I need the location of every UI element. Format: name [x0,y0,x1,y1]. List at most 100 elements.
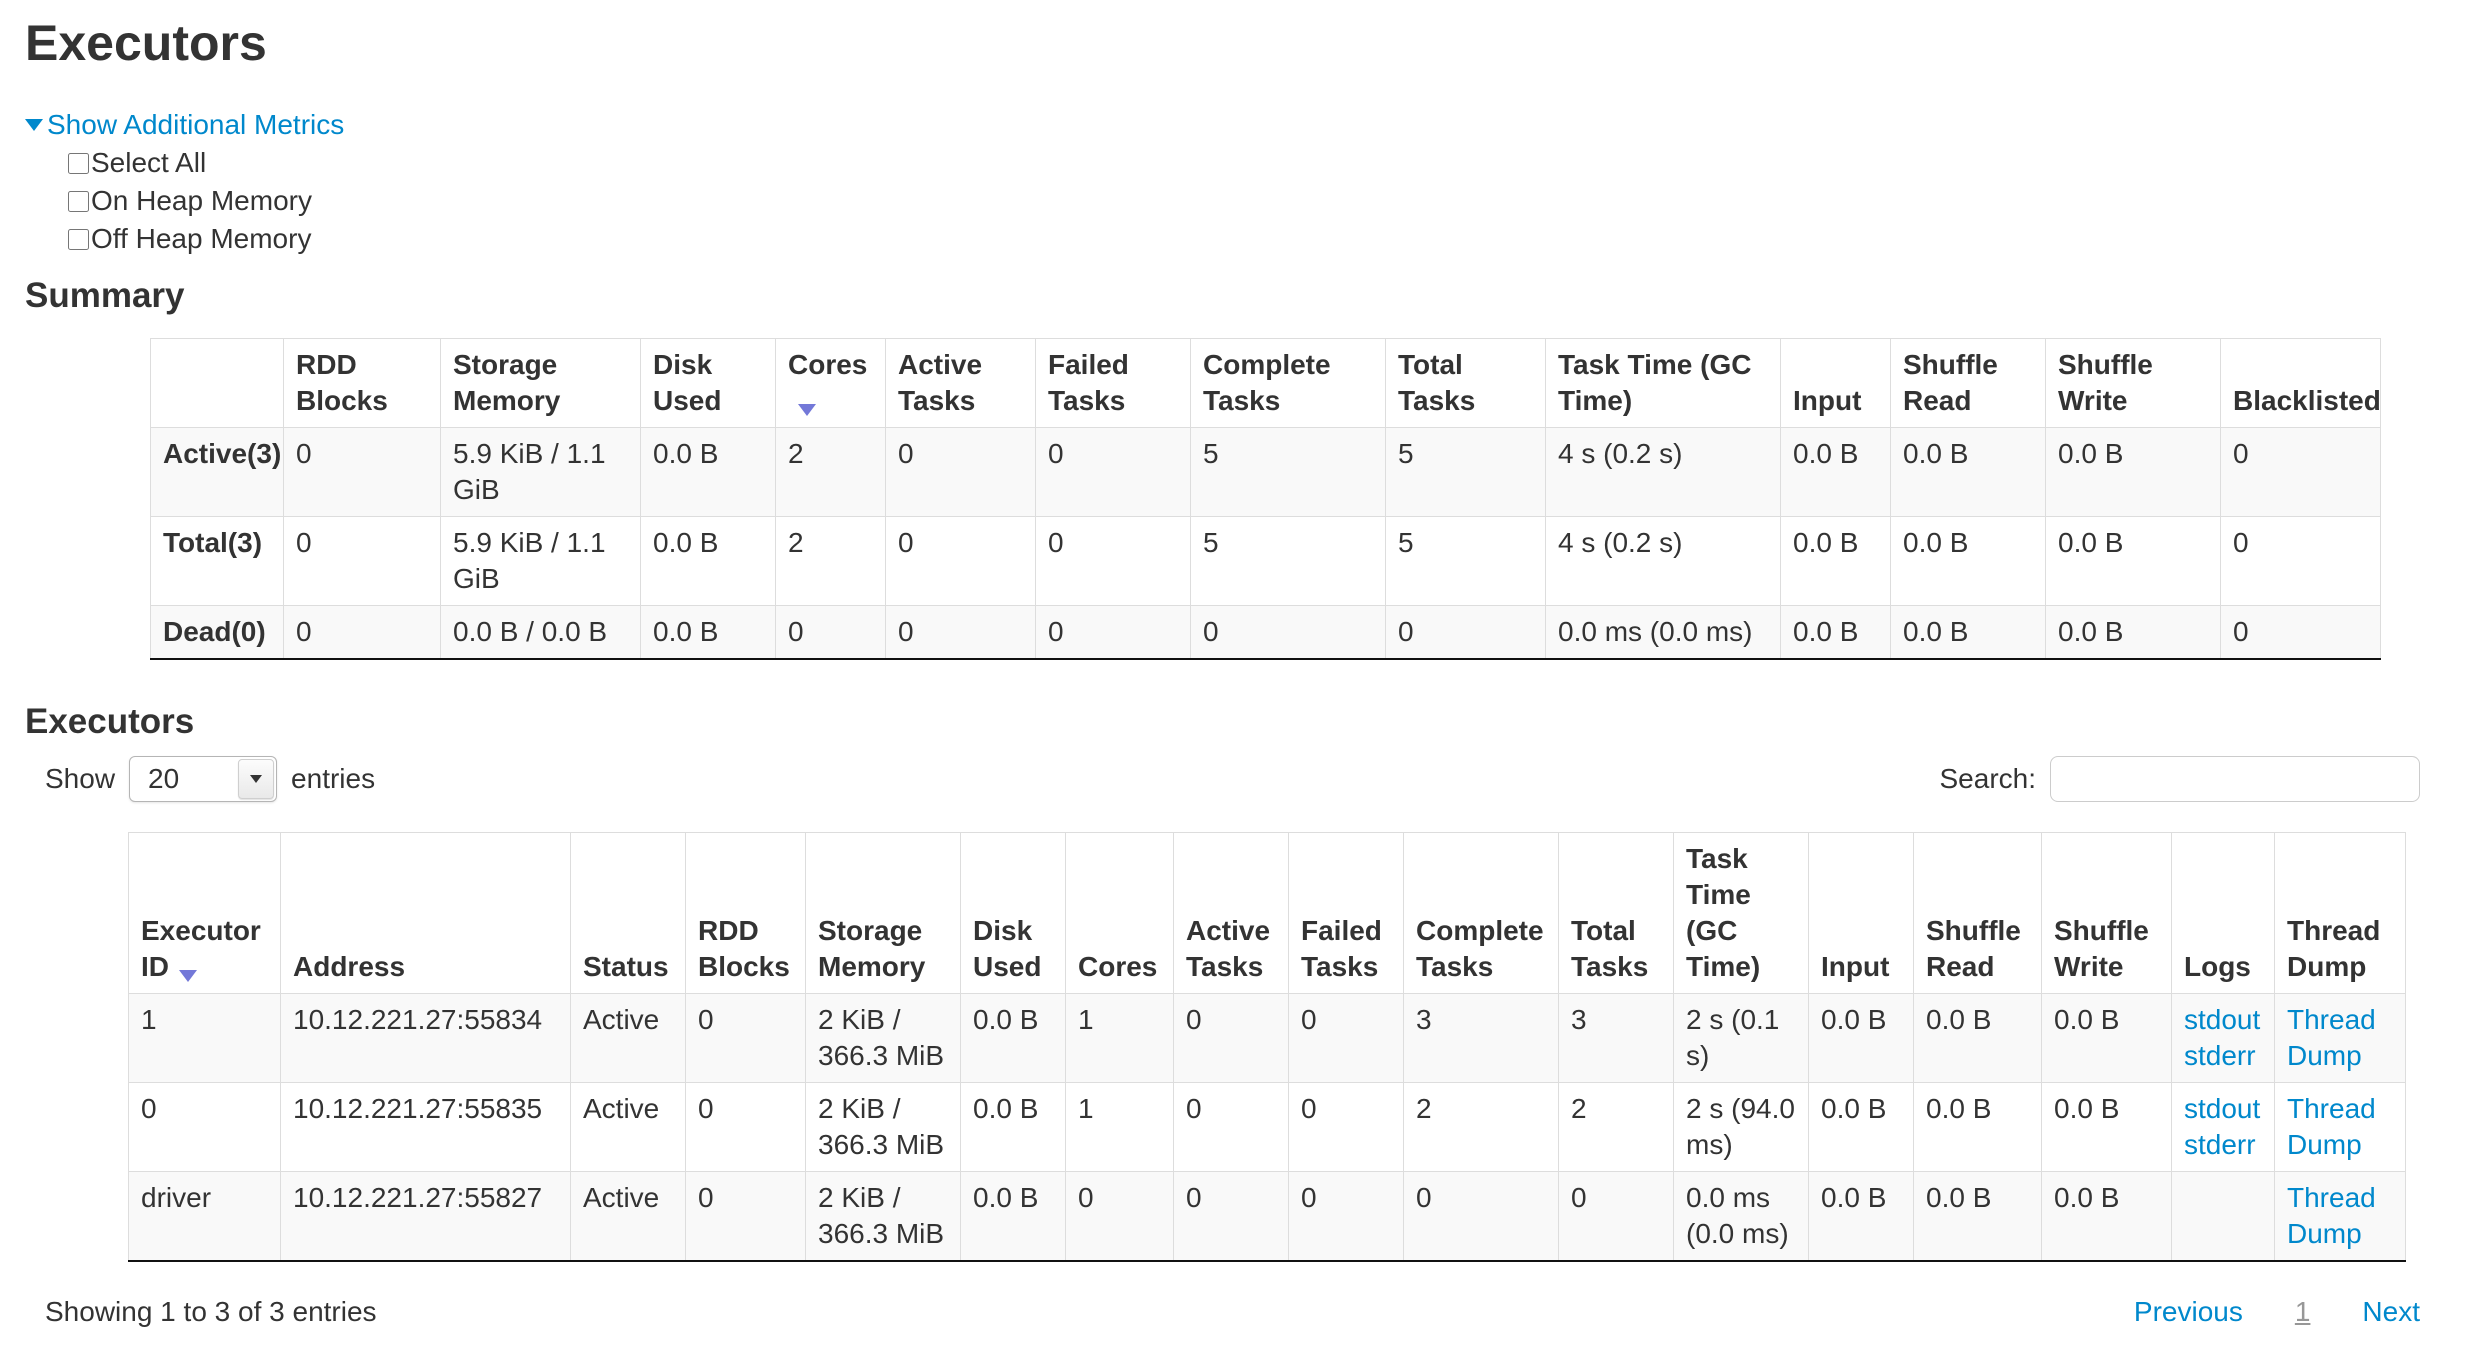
exec-cell-address: 10.12.221.27:55827 [280,1171,571,1262]
summary-cell-blacklisted: 0 [2220,516,2381,606]
summary-col-blank[interactable] [150,338,284,428]
summary-row-label: Dead(0) [150,605,284,660]
select-all-label: Select All [91,147,207,178]
stderr-log-link[interactable]: stderr [2184,1040,2256,1071]
exec-col-task-time-gc-time[interactable]: Task Time (GC Time) [1673,832,1809,994]
pagination: Previous 1 Next [2134,1296,2420,1328]
on-heap-memory-checkbox[interactable] [68,190,89,212]
summary-cell-cores: 0 [775,605,886,660]
summary-cell-shuffle-write: 0.0 B [2045,427,2221,517]
exec-cell-executor-id: 0 [128,1082,281,1172]
exec-col-storage-memory[interactable]: Storage Memory [805,832,961,994]
off-heap-memory-option: Off Heap Memory [68,220,2441,258]
exec-cell-total-tasks: 2 [1558,1082,1674,1172]
stderr-log-link[interactable]: stderr [2184,1129,2256,1160]
exec-col-shuffle-write[interactable]: Shuffle Write [2041,832,2172,994]
exec-header-row: Executor ID Address Status RDD Blocks Storag… [128,832,2406,994]
exec-cell-address: 10.12.221.27:55835 [280,1082,571,1172]
summary-col-shuffle-read[interactable]: Shuffle Read [1890,338,2046,428]
exec-col-active-tasks[interactable]: Active Tasks [1173,832,1289,994]
exec-cell-task-time-gc-time: 2 s (0.1 s) [1673,993,1809,1083]
show-additional-metrics-link[interactable]: Show Additional Metrics [25,106,344,144]
off-heap-memory-checkbox[interactable] [68,228,89,250]
exec-col-thread-dump[interactable]: Thread Dump [2274,832,2406,994]
summary-cell-cores: 2 [775,427,886,517]
thread-dump-link[interactable]: Thread Dump [2287,1004,2376,1071]
thread-dump-link[interactable]: Thread Dump [2287,1093,2376,1160]
stdout-log-link[interactable]: stdout [2184,1004,2261,1035]
summary-cell-storage-memory: 0.0 B / 0.0 B [440,605,641,660]
exec-cell-shuffle-write: 0.0 B [2041,1171,2172,1262]
sort-desc-icon [179,970,197,982]
summary-col-complete-tasks[interactable]: Complete Tasks [1190,338,1386,428]
summary-col-rdd-blocks[interactable]: RDD Blocks [283,338,441,428]
executors-table-holder: Executor ID Address Status RDD Blocks Storag… [45,832,2420,1262]
summary-cell-input: 0.0 B [1780,516,1891,606]
summary-col-task-time-gc-time[interactable]: Task Time (GC Time) [1545,338,1781,428]
summary-cell-complete-tasks: 0 [1190,605,1386,660]
chevron-down-icon [250,775,263,783]
summary-cell-disk-used: 0.0 B [640,516,776,606]
summary-col-cores[interactable]: Cores [775,338,886,428]
exec-col-total-tasks[interactable]: Total Tasks [1558,832,1674,994]
exec-col-input[interactable]: Input [1808,832,1914,994]
summary-col-storage-memory[interactable]: Storage Memory [440,338,641,428]
previous-page-link[interactable]: Previous [2133,1296,2243,1327]
select-all-checkbox[interactable] [68,152,89,174]
exec-col-executor-id[interactable]: Executor ID [128,832,281,994]
exec-col-logs[interactable]: Logs [2171,832,2275,994]
exec-col-status[interactable]: Status [570,832,686,994]
summary-col-active-tasks[interactable]: Active Tasks [885,338,1036,428]
exec-cell-cores: 1 [1065,993,1174,1083]
summary-cell-failed-tasks: 0 [1035,516,1191,606]
exec-col-disk-used[interactable]: Disk Used [960,832,1066,994]
summary-cell-complete-tasks: 5 [1190,516,1386,606]
exec-cell-storage-memory: 2 KiB / 366.3 MiB [805,1171,961,1262]
thread-dump-link[interactable]: Thread Dump [2287,1182,2376,1249]
summary-row-label: Active(3) [150,427,284,517]
select-dropdown-button[interactable] [238,759,275,799]
exec-cell-logs [2171,1171,2275,1262]
exec-cell-active-tasks: 0 [1173,993,1289,1083]
exec-cell-logs: stdout stderr [2171,1082,2275,1172]
exec-cell-total-tasks: 3 [1558,993,1674,1083]
exec-col-address[interactable]: Address [280,832,571,994]
summary-cell-shuffle-write: 0.0 B [2045,605,2221,660]
executor-row-driver: driver 10.12.221.27:55827 Active 0 2 KiB / 3… [128,1171,2406,1262]
summary-col-input[interactable]: Input [1780,338,1891,428]
summary-cell-rdd-blocks: 0 [283,516,441,606]
summary-cell-shuffle-write: 0.0 B [2045,516,2221,606]
summary-cell-task-time-gc-time: 4 s (0.2 s) [1545,516,1781,606]
page-size-select[interactable]: 20 [129,756,278,802]
next-page-link[interactable]: Next [2362,1296,2420,1327]
summary-heading: Summary [25,276,185,315]
summary-col-disk-used[interactable]: Disk Used [640,338,776,428]
exec-cell-disk-used: 0.0 B [960,1171,1066,1262]
page-size-value: 20 [148,763,180,794]
page-number-link[interactable]: 1 [2294,1296,2311,1327]
exec-cell-active-tasks: 0 [1173,1171,1289,1262]
exec-cell-rdd-blocks: 0 [685,993,806,1083]
exec-col-complete-tasks[interactable]: Complete Tasks [1403,832,1559,994]
exec-col-failed-tasks[interactable]: Failed Tasks [1288,832,1404,994]
exec-cell-shuffle-write: 0.0 B [2041,993,2172,1083]
search-input[interactable] [2050,756,2420,802]
off-heap-memory-label: Off Heap Memory [91,223,312,254]
summary-col-shuffle-write[interactable]: Shuffle Write [2045,338,2221,428]
exec-cell-input: 0.0 B [1808,1171,1914,1262]
stdout-log-link[interactable]: stdout [2184,1093,2261,1124]
summary-cell-complete-tasks: 5 [1190,427,1386,517]
summary-col-total-tasks[interactable]: Total Tasks [1385,338,1546,428]
summary-col-failed-tasks[interactable]: Failed Tasks [1035,338,1191,428]
sort-desc-icon [798,404,816,416]
exec-cell-shuffle-read: 0.0 B [1913,1171,2042,1262]
summary-cell-task-time-gc-time: 0.0 ms (0.0 ms) [1545,605,1781,660]
exec-col-rdd-blocks[interactable]: RDD Blocks [685,832,806,994]
exec-col-shuffle-read[interactable]: Shuffle Read [1913,832,2042,994]
exec-cell-status: Active [570,1082,686,1172]
exec-col-cores[interactable]: Cores [1065,832,1174,994]
summary-cell-total-tasks: 5 [1385,427,1546,517]
table-info: Showing 1 to 3 of 3 entries [45,1296,377,1327]
summary-col-blacklisted[interactable]: Blacklisted [2220,338,2381,428]
